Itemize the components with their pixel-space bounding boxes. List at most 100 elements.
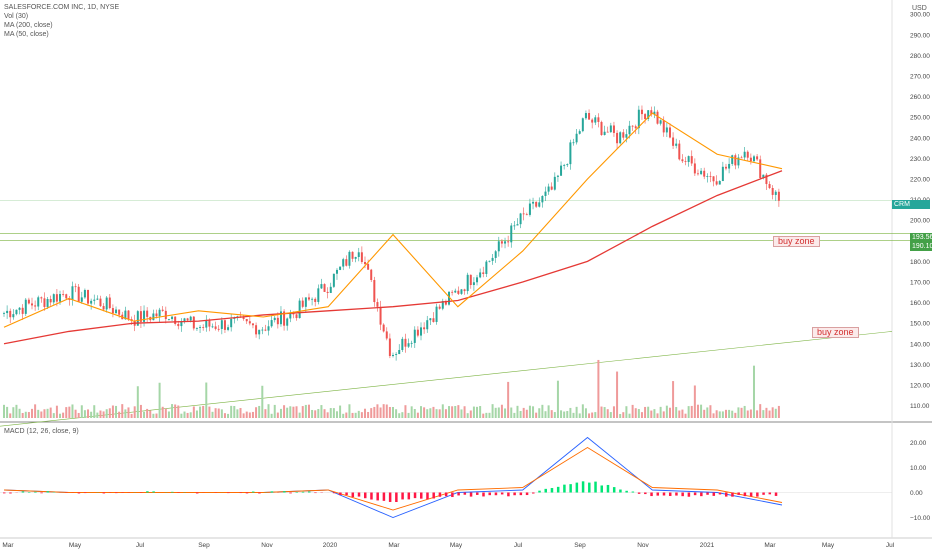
macd-histogram-bar (115, 492, 118, 494)
candle-body (547, 186, 550, 192)
candle-body (768, 184, 771, 189)
volume-bar (690, 405, 693, 418)
macd-histogram-bar (401, 492, 404, 500)
candle-body (429, 318, 432, 321)
candle-body (171, 316, 174, 319)
candle-body (351, 251, 354, 259)
volume-bar (550, 410, 553, 418)
candle-body (541, 195, 544, 203)
candle-body (659, 120, 662, 124)
volume-bar (479, 406, 482, 418)
volume-bar (161, 406, 164, 418)
volume-bar (423, 407, 426, 418)
candle-body (749, 157, 752, 162)
candle-body (12, 314, 15, 318)
buy-zone-annotation-2[interactable]: buy zone (812, 327, 859, 338)
macd-histogram-bar (444, 492, 448, 497)
candle-body (681, 159, 684, 162)
candle-body (96, 298, 99, 300)
candle-body (560, 165, 563, 176)
volume-bar (202, 405, 205, 418)
volume-bar (404, 405, 407, 418)
macd-histogram-bar (525, 492, 529, 496)
macd-histogram-bar (650, 492, 653, 497)
macd-histogram-bar (612, 487, 616, 493)
candle-body (342, 259, 345, 267)
candle-body (466, 274, 469, 292)
macd-histogram-bar (77, 492, 81, 494)
volume-bar (500, 404, 503, 418)
volume-bar (376, 404, 379, 418)
candle-body (326, 291, 329, 293)
volume-bar (195, 410, 198, 418)
macd-legend: MACD (12, 26, close, 9) (4, 428, 79, 435)
candle-body (675, 143, 678, 146)
volume-bar (619, 413, 622, 418)
volume-bar (68, 406, 71, 418)
candle-body (74, 286, 77, 288)
volume-bar (407, 412, 410, 418)
macd-histogram-bar (9, 492, 12, 494)
volume-bar (665, 405, 668, 418)
candle-body (703, 170, 706, 177)
buy-zone-annotation-1[interactable]: buy zone (773, 236, 820, 247)
candle-body (102, 306, 105, 310)
volume-bar (105, 409, 108, 418)
volume-bar (532, 406, 535, 418)
volume-bar (566, 411, 569, 418)
volume-bar (771, 407, 774, 418)
volume-bar (12, 407, 15, 418)
volume-bar (127, 407, 130, 418)
candle-body (233, 317, 236, 319)
candle-body (662, 120, 665, 133)
candle-body (161, 309, 164, 311)
volume-bar (569, 407, 572, 418)
candle-body (276, 317, 279, 325)
volume-bar (740, 407, 743, 418)
volume-bar (594, 412, 597, 418)
candle-body (270, 320, 273, 327)
volume-bar (83, 410, 86, 418)
volume-bar (578, 413, 581, 418)
time-tick-label: May (822, 542, 835, 549)
candle-body (251, 323, 254, 326)
volume-bar (609, 412, 612, 418)
volume-bar (311, 409, 314, 418)
macd-histogram-bar (3, 492, 6, 494)
volume-bar (332, 408, 335, 418)
volume-bar (672, 381, 675, 418)
volume-bar (258, 405, 261, 418)
volume-bar (746, 410, 749, 418)
candle-body (591, 119, 594, 123)
candle-body (706, 176, 709, 177)
volume-bar (715, 410, 718, 418)
candle-body (59, 294, 62, 302)
candle-body (507, 241, 510, 243)
macd-histogram-bar (432, 492, 435, 499)
candle-body (37, 297, 40, 307)
volume-bar (167, 411, 170, 418)
candle-body (538, 202, 541, 207)
candle-body (606, 131, 609, 133)
candle-body (373, 280, 376, 303)
price-tick-label: 230.00 (910, 156, 930, 163)
candle-body (202, 327, 205, 328)
volume-bar (370, 408, 373, 418)
volume-bar (737, 407, 740, 418)
macd-histogram-bar (27, 491, 31, 493)
price-tick-label: 110.00 (910, 403, 930, 410)
candle-body (80, 297, 83, 302)
candle-body (71, 286, 74, 300)
candle-body (111, 308, 114, 314)
candle-body (379, 306, 382, 325)
volume-bar (307, 404, 310, 418)
volume-bar (357, 410, 360, 418)
volume-bar (395, 409, 398, 418)
candle-body (522, 213, 525, 215)
candle-body (612, 125, 615, 133)
candle-body (485, 261, 488, 274)
candle-body (273, 317, 276, 321)
macd-histogram-bar (606, 484, 610, 493)
volume-bar (647, 406, 650, 418)
candle-body (634, 126, 637, 129)
